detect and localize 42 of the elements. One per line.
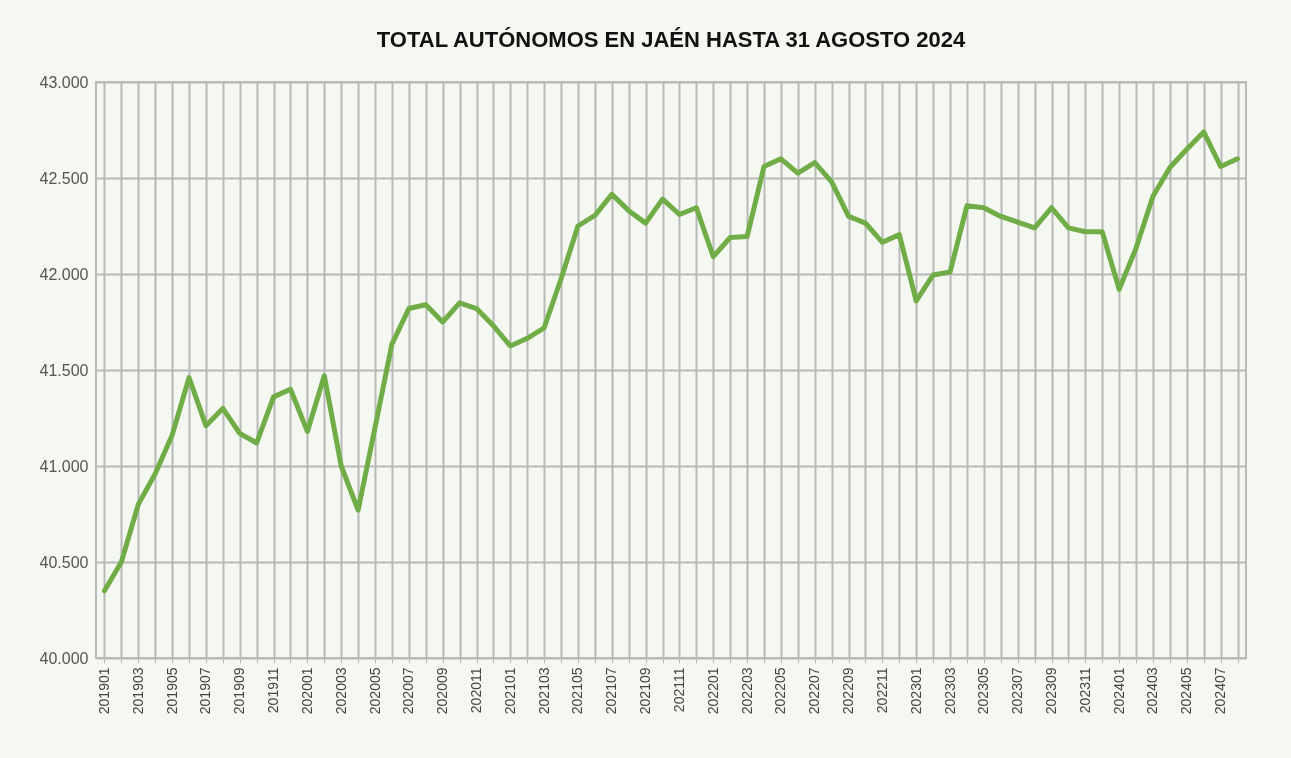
- x-tick-label: 202201: [704, 667, 721, 715]
- y-tick-label: 42.000: [39, 265, 89, 283]
- y-tick-label: 40.000: [39, 649, 89, 667]
- x-tick-label: 202403: [1144, 667, 1161, 715]
- x-tick-label: 202209: [840, 667, 857, 715]
- x-tick-label: 202311: [1076, 667, 1093, 714]
- x-tick-label: 202307: [1009, 667, 1026, 715]
- chart-title: TOTAL AUTÓNOMOS EN JAÉN HASTA 31 AGOSTO 2024: [376, 27, 966, 52]
- x-tick-label: 202003: [332, 667, 349, 715]
- y-tick-label: 42.500: [39, 169, 89, 187]
- x-tick-label: 202103: [535, 667, 552, 715]
- x-tick-label: 202401: [1110, 667, 1127, 715]
- x-tick-label: 202111: [670, 667, 687, 713]
- x-tick-label: 201911: [265, 667, 282, 714]
- y-tick-label: 41.000: [39, 457, 89, 475]
- x-tick-label: 201903: [129, 667, 146, 715]
- x-tick-label: 202109: [637, 667, 654, 715]
- y-tick-label: 40.500: [39, 553, 89, 571]
- x-tick-label: 202205: [772, 667, 789, 715]
- x-tick-label: 201905: [163, 667, 180, 715]
- x-tick-label: 201907: [197, 667, 214, 715]
- x-tick-label: 202107: [603, 667, 620, 715]
- x-tick-label: 202005: [366, 667, 383, 715]
- x-tick-label: 201901: [95, 667, 112, 715]
- x-tick-label: 202203: [738, 667, 755, 715]
- x-tick-label: 202211: [873, 667, 890, 714]
- x-tick-label: 202303: [941, 667, 958, 715]
- x-tick-label: 202305: [975, 667, 992, 715]
- x-tick-label: 201909: [231, 667, 248, 715]
- y-tick-label: 43.000: [39, 73, 89, 91]
- x-tick-label: 202009: [434, 667, 451, 715]
- y-tick-label: 41.500: [39, 361, 89, 379]
- x-tick-label: 202309: [1043, 667, 1060, 715]
- x-tick-label: 202407: [1212, 667, 1229, 715]
- x-tick-label: 202001: [298, 667, 315, 715]
- x-tick-label: 202007: [400, 667, 417, 715]
- x-tick-label: 202011: [468, 667, 485, 714]
- x-tick-label: 202301: [907, 667, 924, 715]
- x-tick-label: 202105: [569, 667, 586, 715]
- x-tick-label: 202101: [501, 667, 518, 715]
- x-tick-label: 202405: [1178, 667, 1195, 715]
- x-tick-label: 202207: [806, 667, 823, 715]
